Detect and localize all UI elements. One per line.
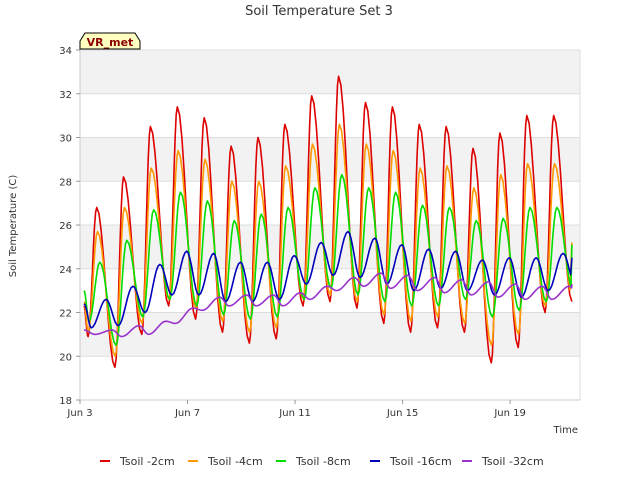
legend-item: Tsoil -16cm: [370, 455, 452, 468]
chart-title: Soil Temperature Set 3: [245, 4, 393, 19]
x-tick-label: Jun 11: [278, 408, 311, 419]
legend-item: Tsoil -32cm: [462, 455, 544, 468]
legend-label: Tsoil -16cm: [389, 455, 452, 468]
y-tick-label: 28: [59, 177, 72, 188]
legend-label: Tsoil -4cm: [207, 455, 263, 468]
grid-band: [80, 50, 580, 94]
vr-met-badge: VR_met: [79, 32, 141, 50]
y-tick-label: 20: [59, 352, 72, 363]
x-tick-label: Jun 7: [174, 408, 200, 419]
badge-label: VR_met: [87, 36, 134, 49]
y-axis-label: Soil Temperature (C): [8, 175, 19, 278]
series-line: [83, 173, 573, 347]
y-tick-label: 26: [59, 221, 72, 232]
series-lines: [83, 75, 573, 368]
series-line: [83, 272, 573, 338]
x-tick-label: Jun 15: [386, 408, 419, 419]
x-tick-label: Jun 3: [66, 408, 92, 419]
y-tick-label: 30: [59, 134, 72, 145]
legend-item: Tsoil -4cm: [188, 455, 263, 468]
series-line: [83, 75, 573, 368]
x-tick-label: Jun 19: [493, 408, 526, 419]
legend-label: Tsoil -32cm: [481, 455, 544, 468]
series-line: [83, 230, 573, 329]
legend-label: Tsoil -8cm: [295, 455, 351, 468]
x-axis-ticks: Jun 3 Jun 7 Jun 11 Jun 15 Jun 19: [66, 400, 526, 419]
legend-label: Tsoil -2cm: [119, 455, 175, 468]
legend: Tsoil -2cm Tsoil -4cm Tsoil -8cm Tsoil -16c…: [100, 455, 544, 468]
y-tick-label: 18: [59, 396, 72, 407]
y-tick-label: 24: [59, 265, 72, 276]
y-tick-label: 32: [59, 90, 72, 101]
legend-item: Tsoil -2cm: [100, 455, 175, 468]
grid-band: [80, 137, 580, 182]
grid-band: [80, 225, 580, 269]
grid-band: [80, 312, 580, 357]
y-axis-ticks: 18 20 22 24 26 28 30 32 34: [59, 46, 80, 407]
y-tick-label: 22: [59, 309, 72, 320]
x-axis-label: Time: [553, 425, 578, 436]
legend-item: Tsoil -8cm: [276, 455, 351, 468]
y-tick-label: 34: [59, 46, 72, 57]
badge-shape: [79, 32, 141, 50]
